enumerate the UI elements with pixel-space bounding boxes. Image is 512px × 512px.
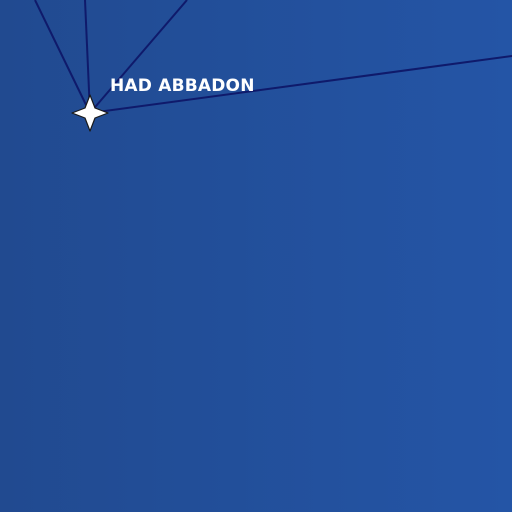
four-point-star-icon[interactable] xyxy=(71,94,109,132)
system-marker-had-abbadon[interactable] xyxy=(71,94,109,132)
route-line-north xyxy=(84,0,91,114)
route-line-north-east xyxy=(89,0,188,114)
route-lines xyxy=(34,0,512,114)
system-label: HAD ABBADON xyxy=(110,76,255,96)
route-line-east xyxy=(89,55,512,114)
route-line-north-west xyxy=(34,0,91,114)
